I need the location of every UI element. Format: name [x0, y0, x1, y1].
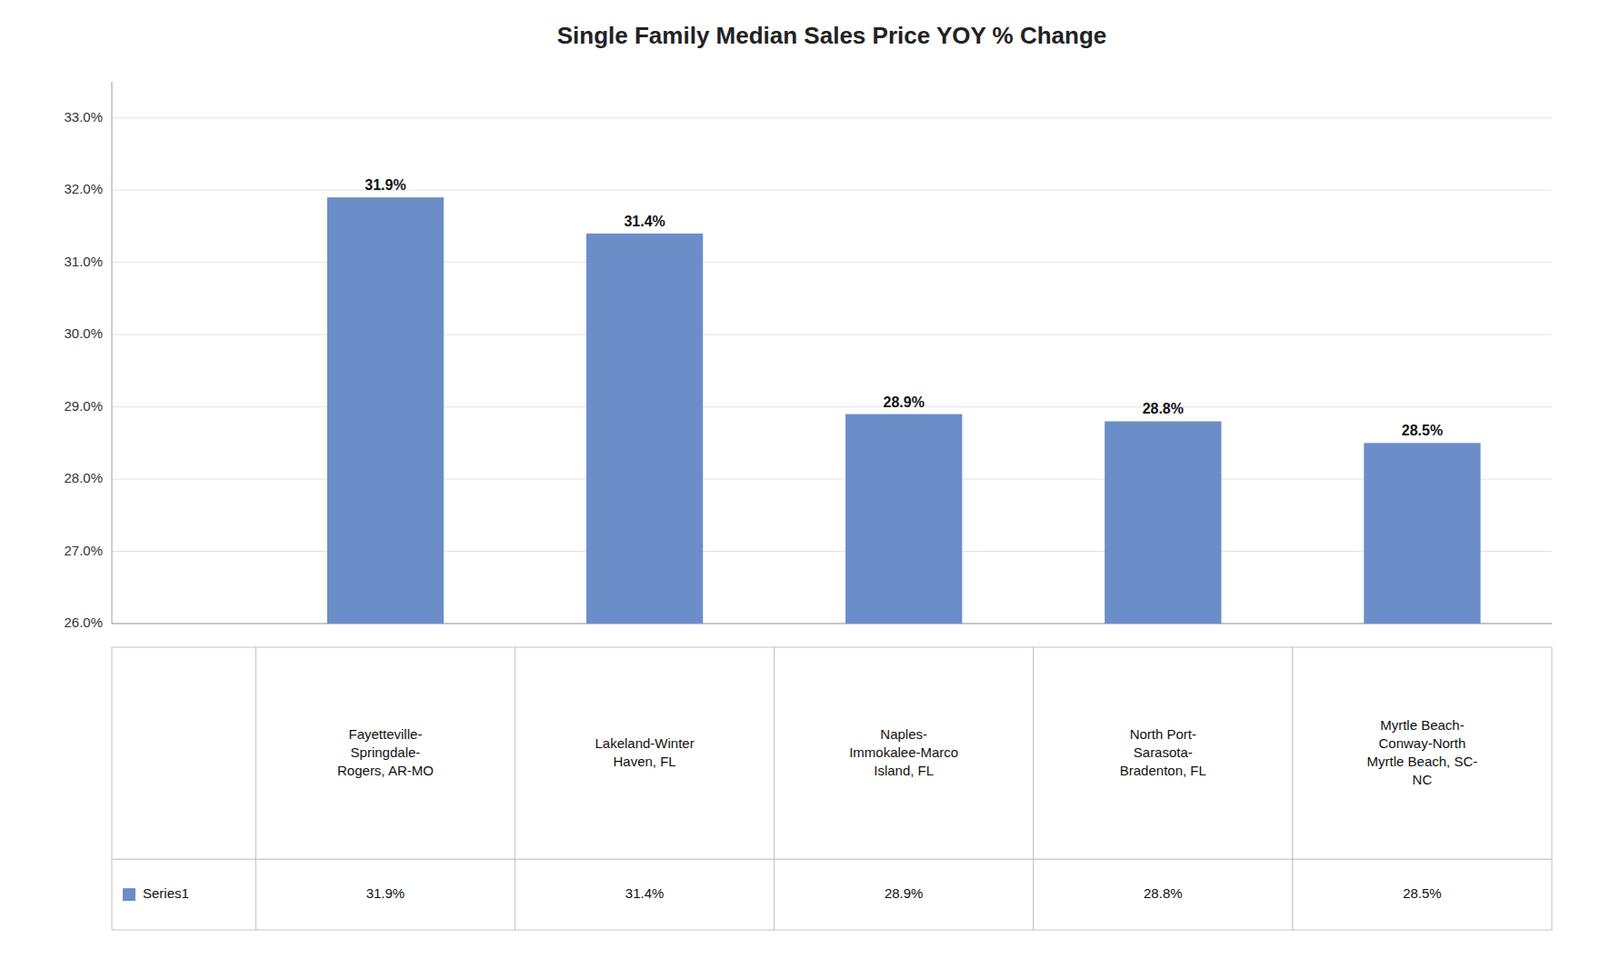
data-label: 31.4% [623, 213, 665, 230]
table-value: 31.9% [366, 885, 406, 901]
y-axis-line [111, 81, 113, 624]
data-labels: 31.9% 31.4% 28.9% 28.8% 28.5% [364, 177, 1443, 439]
y-tick-label: 27.0% [63, 542, 103, 559]
table-cell [1292, 647, 1552, 860]
y-tick-label: 33.0% [63, 109, 103, 125]
table-category-line: Conway-North [1379, 735, 1467, 751]
table-category-line: Rogers, AR-MO [337, 762, 434, 779]
table-cell [111, 859, 256, 930]
y-tick-label: 29.0% [63, 398, 103, 414]
table-category: Naples- Immokalee-Marco Island, FL [849, 726, 959, 779]
table-category-line: Bradenton, FL [1120, 762, 1207, 779]
data-label: 28.8% [1142, 400, 1184, 417]
table-category: Lakeland-Winter Haven, FL [594, 735, 694, 770]
chart: Single Family Median Sales Price YOY % C… [0, 0, 1600, 959]
y-tick-label: 32.0% [63, 180, 103, 197]
table-value: 31.4% [625, 885, 665, 901]
table-cell [255, 647, 515, 860]
data-table: Fayetteville- Springdale- Rogers, AR-MO Lak… [111, 647, 1552, 930]
data-label: 28.5% [1401, 422, 1443, 439]
table-category: Fayetteville- Springdale- Rogers, AR-MO [337, 726, 434, 779]
table-cell [1292, 859, 1552, 930]
table-category-line: Springdale- [350, 744, 421, 760]
table-category: North Port- Sarasota- Bradenton, FL [1120, 726, 1207, 779]
table-category-line: Haven, FL [612, 753, 676, 770]
table-category-line: Immokalee-Marco [849, 744, 959, 760]
table-cell [1033, 859, 1293, 930]
grid-line [111, 190, 1552, 191]
table-value: 28.8% [1143, 885, 1183, 901]
y-tick-label: 26.0% [63, 614, 103, 630]
bar [1104, 420, 1221, 624]
bar [1363, 442, 1480, 624]
table-cell [111, 647, 256, 860]
y-tick-label: 30.0% [63, 325, 103, 341]
table-category-line: Myrtle Beach, SC- [1367, 753, 1479, 770]
data-label: 28.9% [883, 394, 925, 410]
table-value: 28.5% [1402, 885, 1442, 901]
table-category-line: NC [1412, 771, 1433, 788]
legend-swatch [122, 888, 136, 901]
title: Single Family Median Sales Price YOY % C… [557, 21, 1108, 50]
bar [586, 233, 703, 624]
table-cell [255, 859, 515, 930]
y-tick-label: 28.0% [63, 470, 103, 486]
table-category-line: Fayetteville- [349, 726, 423, 742]
bars [327, 197, 1481, 624]
table-category-line: Lakeland-Winter [594, 735, 694, 751]
bar [845, 414, 962, 624]
grid-line [111, 117, 1552, 119]
table-cell [1033, 647, 1293, 860]
table-cell [774, 859, 1034, 930]
table-category-line: Island, FL [873, 762, 934, 779]
table-cell [515, 647, 775, 860]
legend-label: Series1 [142, 885, 190, 901]
data-label: 31.9% [364, 177, 406, 193]
grid [111, 118, 1552, 624]
table-cell [515, 859, 775, 930]
table-cell [774, 647, 1034, 860]
table-category-line: Sarasota- [1133, 744, 1193, 760]
table-value: 28.9% [884, 885, 924, 901]
bar [327, 197, 444, 624]
table-category-line: Naples- [880, 726, 928, 742]
table-category: Myrtle Beach- Conway-North Myrtle Beach, S… [1367, 717, 1479, 788]
table-category-line: Myrtle Beach- [1380, 717, 1465, 733]
y-tick-label: 31.0% [63, 253, 103, 270]
table-category-line: North Port- [1130, 726, 1197, 742]
